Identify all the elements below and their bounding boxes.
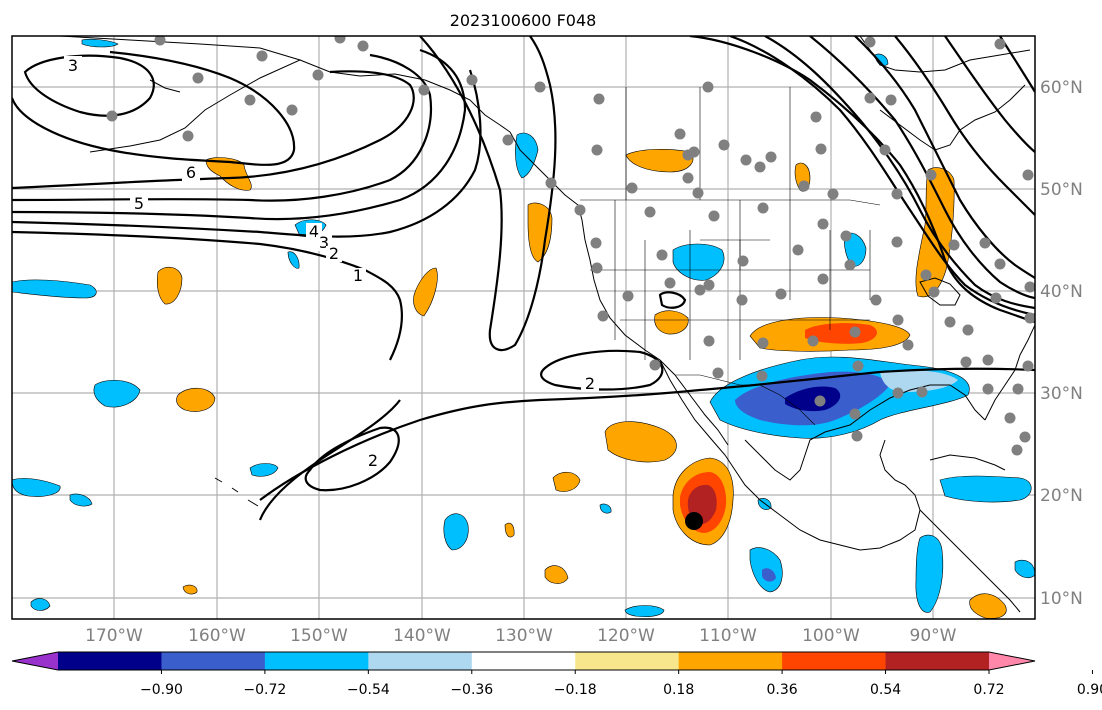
map-title: 2023100600 F048 (450, 11, 597, 30)
lat-label-10n: 10°N (1040, 589, 1083, 609)
colorbar-extend-high (989, 652, 1035, 670)
lat-label-20n: 20°N (1040, 486, 1083, 506)
lat-label-40n: 40°N (1040, 282, 1083, 302)
colorbar-tick-label: 0.90 (1077, 682, 1102, 698)
colorbar-tick-label: 0.18 (663, 682, 694, 698)
contour-label-3b: 3 (319, 233, 329, 252)
lat-label-60n: 60°N (1040, 78, 1083, 98)
political-borders (580, 87, 881, 426)
contour-label-2a: 2 (329, 244, 339, 263)
longitude-labels: 170°W 160°W 150°W 140°W 130°W 120°W 110°… (85, 626, 957, 646)
colorbar-tick-label: −0.72 (243, 682, 286, 698)
latitude-labels: 60°N 50°N 40°N 30°N 20°N 10°N (1040, 78, 1083, 609)
lon-label-110w: 110°W (699, 626, 757, 646)
lon-label-150w: 150°W (290, 626, 348, 646)
colorbar-segment (885, 652, 990, 670)
lon-label-100w: 100°W (802, 626, 860, 646)
colorbar-tick-label: −0.36 (450, 682, 493, 698)
colorbar-tick-label: 0.72 (973, 682, 1004, 698)
contour-labels: 3 6 5 4 3 2 1 2 2 (64, 56, 599, 470)
colorbar-segment (368, 652, 473, 670)
lon-label-120w: 120°W (597, 626, 655, 646)
colorbar-segment (471, 652, 576, 670)
contour-label-3a: 3 (68, 56, 78, 75)
colorbar-tick-label: −0.90 (140, 682, 183, 698)
lon-label-130w: 130°W (495, 626, 553, 646)
colorbar-tick-label: −0.18 (554, 682, 597, 698)
lon-label-140w: 140°W (393, 626, 451, 646)
colorbar-segment (161, 652, 266, 670)
contour-label-1: 1 (353, 266, 363, 285)
lon-label-170w: 170°W (85, 626, 143, 646)
colorbar-segment (575, 652, 680, 670)
colorbar-segment (264, 652, 369, 670)
storm-center-marker (685, 512, 703, 530)
contour-label-4: 4 (309, 222, 319, 241)
colorbar-segment (58, 652, 162, 670)
contour-label-2c: 2 (368, 451, 378, 470)
lat-label-50n: 50°N (1040, 180, 1083, 200)
lat-label-30n: 30°N (1040, 384, 1083, 404)
contour-label-6: 6 (186, 163, 196, 182)
contour-label-2b: 2 (585, 374, 595, 393)
colorbar-tick-label: −0.54 (347, 682, 390, 698)
station-dots (106, 36, 1035, 456)
map-panel: 3 6 5 4 3 2 1 2 2 (11, 35, 1036, 620)
colorbar-outline (11, 651, 1036, 671)
lon-label-90w: 90°W (910, 626, 957, 646)
colorbar-extend-low (12, 652, 58, 670)
colorbar-segment (678, 652, 783, 670)
colorbar-segment (782, 652, 887, 670)
colorbar-tick-label: 0.36 (767, 682, 798, 698)
colorbar: −0.90 −0.72 −0.54 −0.36 −0.18 0.18 0.36 0.54 0.7… (11, 651, 1102, 698)
colorbar-tick-label: 0.54 (870, 682, 901, 698)
lon-label-160w: 160°W (188, 626, 246, 646)
contour-label-5: 5 (134, 194, 144, 213)
